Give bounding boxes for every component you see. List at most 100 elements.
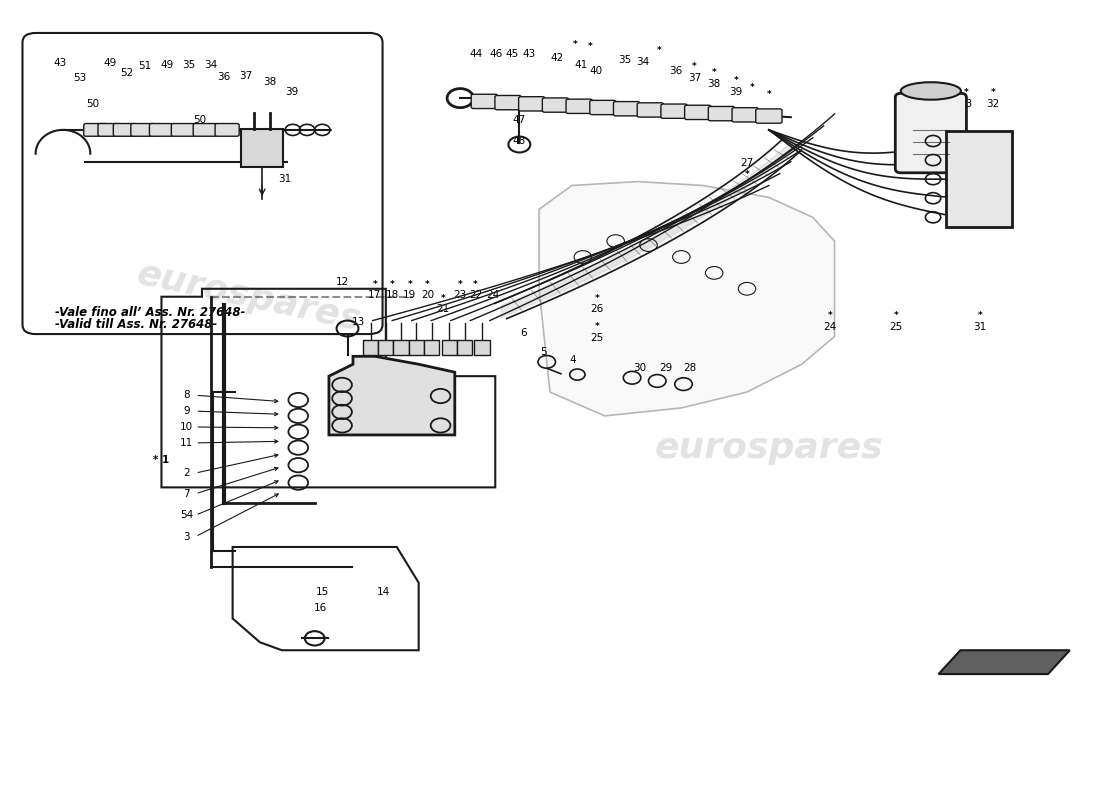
Text: *: * <box>898 158 903 168</box>
FancyBboxPatch shape <box>113 123 138 136</box>
Text: 31: 31 <box>278 174 292 184</box>
Text: -Vale fino all’ Ass. Nr. 27648-: -Vale fino all’ Ass. Nr. 27648- <box>55 306 245 319</box>
Text: * 1: * 1 <box>153 454 169 465</box>
Text: 36: 36 <box>217 73 231 82</box>
Text: 19: 19 <box>404 290 417 300</box>
FancyBboxPatch shape <box>378 341 394 354</box>
Text: *: * <box>734 76 738 85</box>
Text: *: * <box>692 62 696 71</box>
FancyBboxPatch shape <box>394 341 409 354</box>
Text: *: * <box>978 311 982 320</box>
Text: 53: 53 <box>73 74 86 83</box>
Text: 40: 40 <box>590 66 603 76</box>
Text: *: * <box>712 68 716 77</box>
Text: 16: 16 <box>314 603 327 613</box>
FancyBboxPatch shape <box>542 98 569 112</box>
FancyBboxPatch shape <box>409 341 425 354</box>
Text: *: * <box>657 46 662 55</box>
Text: 35: 35 <box>618 55 631 65</box>
Text: *: * <box>473 280 478 290</box>
FancyBboxPatch shape <box>474 341 490 354</box>
Text: 20: 20 <box>421 290 434 300</box>
Text: 25: 25 <box>889 322 902 332</box>
Text: *: * <box>745 170 749 179</box>
FancyBboxPatch shape <box>732 108 758 122</box>
FancyBboxPatch shape <box>131 123 155 136</box>
Text: 47: 47 <box>513 115 526 126</box>
Text: *: * <box>573 39 578 49</box>
Text: 48: 48 <box>513 136 526 146</box>
Text: 39: 39 <box>729 86 743 97</box>
Ellipse shape <box>901 82 961 100</box>
Text: 43: 43 <box>53 58 66 68</box>
Text: 38: 38 <box>707 79 721 89</box>
Text: 23: 23 <box>904 119 917 130</box>
Polygon shape <box>329 356 454 435</box>
Text: *: * <box>407 280 412 290</box>
FancyBboxPatch shape <box>661 104 688 118</box>
FancyBboxPatch shape <box>241 129 283 167</box>
Text: 12: 12 <box>336 278 349 287</box>
Text: 34: 34 <box>205 60 218 70</box>
Text: 26: 26 <box>591 305 604 314</box>
Text: 37: 37 <box>688 74 701 83</box>
Text: 49: 49 <box>161 60 174 70</box>
Text: 4: 4 <box>570 355 576 366</box>
FancyBboxPatch shape <box>471 94 497 109</box>
Text: 50: 50 <box>194 115 207 126</box>
Text: 43: 43 <box>522 49 536 58</box>
Text: 18: 18 <box>386 290 399 300</box>
Text: *: * <box>964 88 968 97</box>
FancyBboxPatch shape <box>216 123 239 136</box>
FancyBboxPatch shape <box>590 100 616 114</box>
FancyBboxPatch shape <box>946 131 1012 227</box>
FancyBboxPatch shape <box>84 123 108 136</box>
Text: 36: 36 <box>669 66 682 76</box>
Text: 42: 42 <box>550 54 563 63</box>
Text: 52: 52 <box>120 68 133 78</box>
FancyBboxPatch shape <box>150 123 174 136</box>
Text: *: * <box>750 83 755 92</box>
Text: 26: 26 <box>939 150 953 160</box>
Text: *: * <box>909 132 913 141</box>
Text: 9: 9 <box>184 406 190 416</box>
Text: 38: 38 <box>263 78 276 87</box>
Text: 35: 35 <box>183 60 196 70</box>
Text: 24: 24 <box>824 322 837 332</box>
Text: 24: 24 <box>486 290 499 300</box>
FancyBboxPatch shape <box>441 341 456 354</box>
Polygon shape <box>938 650 1070 674</box>
Text: 39: 39 <box>285 86 298 97</box>
Text: 27: 27 <box>740 158 754 168</box>
Text: 11: 11 <box>180 438 194 448</box>
Text: 8: 8 <box>184 390 190 400</box>
FancyBboxPatch shape <box>425 341 440 354</box>
Text: 17: 17 <box>368 290 382 300</box>
FancyBboxPatch shape <box>98 123 122 136</box>
Text: 34: 34 <box>637 58 650 67</box>
Text: *: * <box>440 294 446 303</box>
Text: 41: 41 <box>574 60 587 70</box>
Text: 3: 3 <box>184 532 190 542</box>
Text: *: * <box>893 311 899 320</box>
Text: 14: 14 <box>377 587 390 598</box>
Text: 6: 6 <box>520 328 527 338</box>
Text: *: * <box>390 280 395 290</box>
Text: 22: 22 <box>893 147 906 157</box>
FancyBboxPatch shape <box>637 102 663 117</box>
Text: 49: 49 <box>103 58 117 68</box>
FancyBboxPatch shape <box>756 109 782 123</box>
Text: 7: 7 <box>184 489 190 498</box>
Text: *: * <box>991 88 996 97</box>
Text: -Valid till Ass. Nr. 27648-: -Valid till Ass. Nr. 27648- <box>55 318 218 331</box>
Text: *: * <box>458 280 463 290</box>
Text: eurospares: eurospares <box>654 430 883 465</box>
Text: *: * <box>595 294 600 303</box>
Text: *: * <box>767 90 771 98</box>
FancyBboxPatch shape <box>614 102 640 116</box>
Text: 31: 31 <box>974 322 987 332</box>
Text: 32: 32 <box>987 99 1000 110</box>
FancyBboxPatch shape <box>895 94 967 173</box>
Text: 15: 15 <box>316 587 329 598</box>
Text: *: * <box>595 322 600 331</box>
